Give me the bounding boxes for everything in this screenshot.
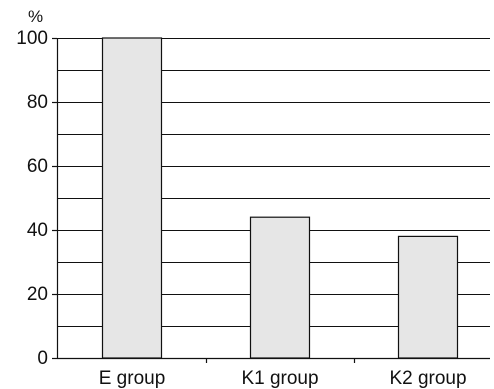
y-tick-labels: 0 20 40 60 80 100 bbox=[16, 28, 48, 369]
y-tick-label-80: 80 bbox=[27, 92, 48, 113]
y-tick-label-100: 100 bbox=[16, 28, 48, 49]
y-axis-unit-label: % bbox=[28, 7, 43, 26]
x-category-label-e-group: E group bbox=[99, 368, 166, 389]
y-tick-label-20: 20 bbox=[27, 284, 48, 305]
x-category-label-k1-group: K1 group bbox=[241, 368, 318, 389]
bar-e-group bbox=[101, 37, 163, 359]
x-category-labels: E group K1 group K2 group bbox=[99, 368, 467, 389]
y-tick-label-60: 60 bbox=[27, 156, 48, 177]
bar-k1-group bbox=[249, 216, 311, 359]
y-tick-label-0: 0 bbox=[37, 348, 48, 369]
axes bbox=[52, 37, 490, 363]
x-category-label-k2-group: K2 group bbox=[389, 368, 466, 389]
bar-k2-group bbox=[397, 235, 459, 359]
y-tick-label-40: 40 bbox=[27, 220, 48, 241]
